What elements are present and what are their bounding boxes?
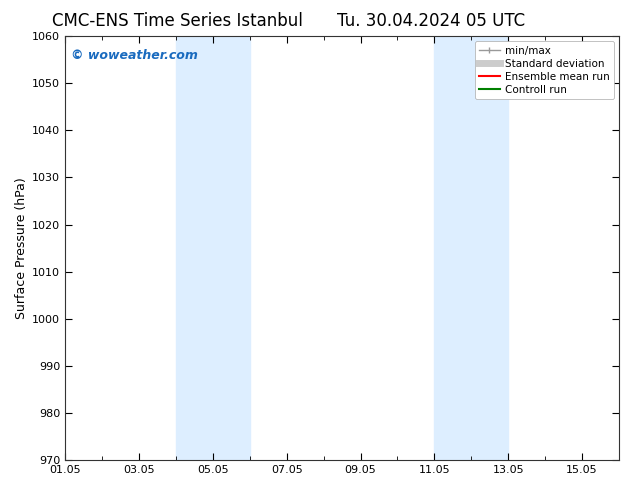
Text: CMC-ENS Time Series Istanbul: CMC-ENS Time Series Istanbul (52, 12, 303, 30)
Text: Tu. 30.04.2024 05 UTC: Tu. 30.04.2024 05 UTC (337, 12, 525, 30)
Bar (434, 36, 471, 460)
Y-axis label: Surface Pressure (hPa): Surface Pressure (hPa) (15, 177, 28, 319)
Bar (176, 36, 213, 460)
Bar (213, 36, 250, 460)
Text: © woweather.com: © woweather.com (71, 49, 198, 62)
Bar (471, 36, 508, 460)
Legend: min/max, Standard deviation, Ensemble mean run, Controll run: min/max, Standard deviation, Ensemble me… (475, 41, 614, 99)
